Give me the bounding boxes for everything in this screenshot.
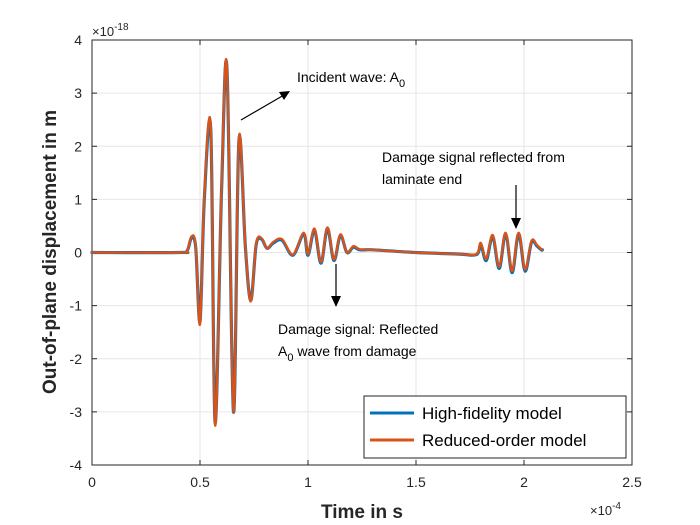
y-tick-label: 4 bbox=[74, 32, 82, 48]
axis-ticks: 0 0.5 1 1.5 2 2.5 -4 -3 -2 -1 0 1 2 3 4 bbox=[70, 32, 642, 490]
y-tick-label: -1 bbox=[70, 298, 83, 314]
x-tick-label: 2 bbox=[520, 474, 528, 490]
y-tick-label: -4 bbox=[70, 457, 83, 473]
x-tick-label: 2.5 bbox=[622, 474, 642, 490]
annotation-incident-text: Incident wave: A0 bbox=[297, 69, 405, 90]
legend: High-fidelity model Reduced-order model bbox=[363, 395, 627, 459]
annotation-damage-a: A bbox=[278, 343, 288, 359]
x-tick-label: 1.5 bbox=[406, 474, 426, 490]
y-multiplier-text: ×10 bbox=[92, 24, 114, 39]
annotation-laminate-line2: laminate end bbox=[382, 171, 462, 187]
annotation-damage-signal: Damage signal: Reflected A0 wave from da… bbox=[278, 264, 438, 364]
y-tick-label: 3 bbox=[74, 85, 82, 101]
x-tick-label: 1 bbox=[304, 474, 312, 490]
annotation-damage-arrowhead bbox=[331, 296, 341, 307]
annotation-damage-sub: 0 bbox=[287, 352, 293, 364]
y-tick-label: 0 bbox=[74, 245, 82, 261]
y-tick-label: -2 bbox=[70, 351, 83, 367]
annotation-incident-sub: 0 bbox=[399, 78, 405, 90]
y-exponent-text: -18 bbox=[114, 22, 129, 33]
x-exponent-label: ×10-4 bbox=[590, 501, 621, 518]
legend-label-reduced-order: Reduced-order model bbox=[422, 431, 586, 450]
x-exponent-text: -4 bbox=[612, 501, 621, 512]
annotation-damage-rest: wave from damage bbox=[293, 343, 416, 359]
x-axis-label: Time in s bbox=[321, 502, 403, 523]
annotation-damage-line2: A0 wave from damage bbox=[278, 343, 417, 364]
y-axis-label: Out-of-plane displacement in m bbox=[40, 110, 61, 394]
series-lines bbox=[90, 57, 544, 427]
x-tick-label: 0.5 bbox=[190, 474, 210, 490]
y-tick-label: 1 bbox=[74, 191, 82, 207]
annotation-damage-line1: Damage signal: Reflected bbox=[278, 321, 438, 337]
x-tick-label: 0 bbox=[88, 474, 96, 490]
annotation-incident-arrowhead bbox=[279, 91, 290, 100]
series-line-reduced-order bbox=[90, 57, 544, 427]
annotation-laminate-arrowhead bbox=[511, 218, 521, 229]
x-multiplier-text: ×10 bbox=[590, 503, 612, 518]
annotation-laminate-end: Damage signal reflected from laminate en… bbox=[382, 149, 565, 229]
y-tick-label: 2 bbox=[74, 138, 82, 154]
annotation-laminate-line1: Damage signal reflected from bbox=[382, 149, 565, 165]
annotation-incident-arrow-line bbox=[240, 94, 285, 121]
legend-box bbox=[363, 395, 627, 459]
y-exponent-label: ×10-18 bbox=[92, 22, 129, 39]
annotation-incident-wave: Incident wave: A0 bbox=[240, 69, 405, 121]
annotation-incident-main: Incident wave: A bbox=[297, 69, 400, 85]
legend-label-high-fidelity: High-fidelity model bbox=[422, 404, 562, 423]
y-tick-label: -3 bbox=[70, 404, 83, 420]
